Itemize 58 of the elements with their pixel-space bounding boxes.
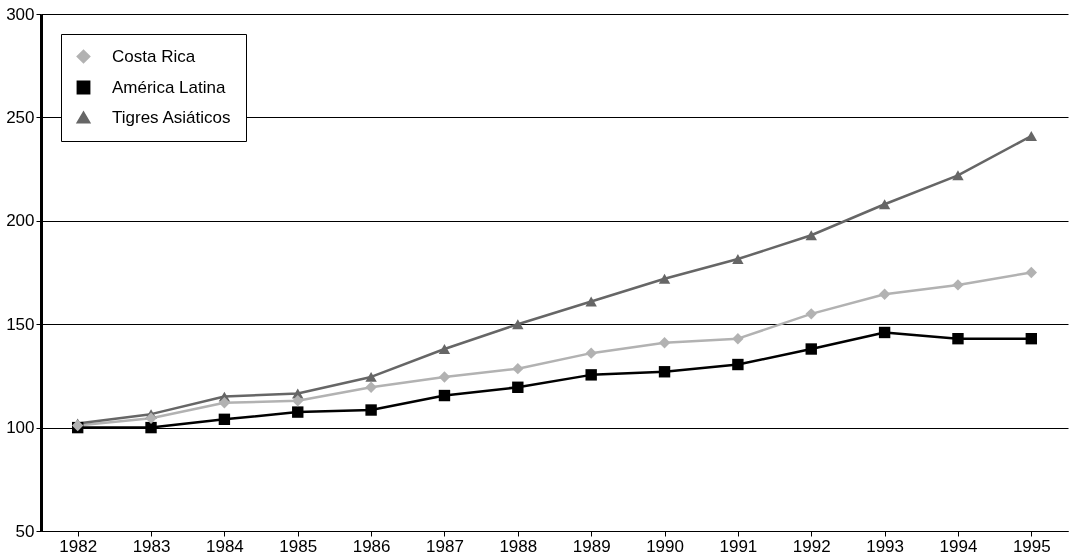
x-tick-label: 1983	[132, 536, 171, 556]
x-tick-label: 1994	[939, 536, 978, 556]
legend-label: América Latina	[112, 77, 226, 97]
x-tick-label: 1988	[499, 536, 538, 556]
point	[585, 369, 597, 381]
point	[805, 308, 817, 320]
x-tick-label: 1990	[646, 536, 684, 556]
point	[732, 332, 744, 345]
y-tick-label: 200	[6, 211, 35, 231]
point	[805, 230, 817, 241]
legend-label: Costa Rica	[112, 46, 196, 66]
y-tick-label: 50	[15, 521, 35, 541]
point	[512, 381, 524, 393]
point	[365, 381, 377, 393]
point	[585, 347, 597, 359]
x-tick-label: 1992	[792, 536, 831, 556]
point	[218, 413, 231, 426]
point	[1025, 266, 1038, 279]
point	[952, 279, 964, 291]
point	[952, 170, 964, 181]
x-tick-label: 1991	[719, 536, 758, 556]
x-tick-label: 1995	[1012, 536, 1051, 556]
point	[512, 362, 524, 375]
point	[658, 337, 671, 349]
point	[658, 273, 671, 284]
y-tick-label: 150	[6, 314, 35, 334]
point	[438, 371, 451, 383]
y-tick-label: 250	[6, 107, 35, 127]
point	[878, 199, 891, 210]
y-tick-label: 300	[6, 4, 35, 24]
x-tick-label: 1989	[572, 536, 611, 556]
point	[732, 254, 744, 264]
y-tick-label: 100	[6, 418, 35, 438]
point	[732, 358, 744, 371]
point	[145, 421, 157, 434]
x-tick-label: 1984	[205, 536, 244, 556]
x-tick-label: 1986	[352, 536, 391, 556]
point	[292, 395, 304, 407]
point	[145, 412, 157, 424]
point	[585, 296, 597, 307]
x-tick-label: 1987	[426, 536, 464, 556]
x-tick-label: 1993	[866, 536, 905, 556]
point	[878, 326, 891, 339]
point	[512, 319, 524, 330]
point	[292, 406, 304, 418]
x-tick-label: 1985	[279, 536, 318, 556]
point	[658, 366, 671, 378]
point	[878, 288, 891, 300]
point	[438, 344, 451, 354]
point	[365, 404, 377, 416]
point	[805, 343, 817, 355]
point	[1025, 131, 1038, 141]
point	[952, 332, 964, 345]
point	[1025, 332, 1038, 345]
x-tick-label: 1982	[59, 536, 98, 556]
point	[438, 389, 451, 402]
legend-label: Tigres Asiáticos	[112, 107, 231, 127]
point	[365, 372, 377, 382]
